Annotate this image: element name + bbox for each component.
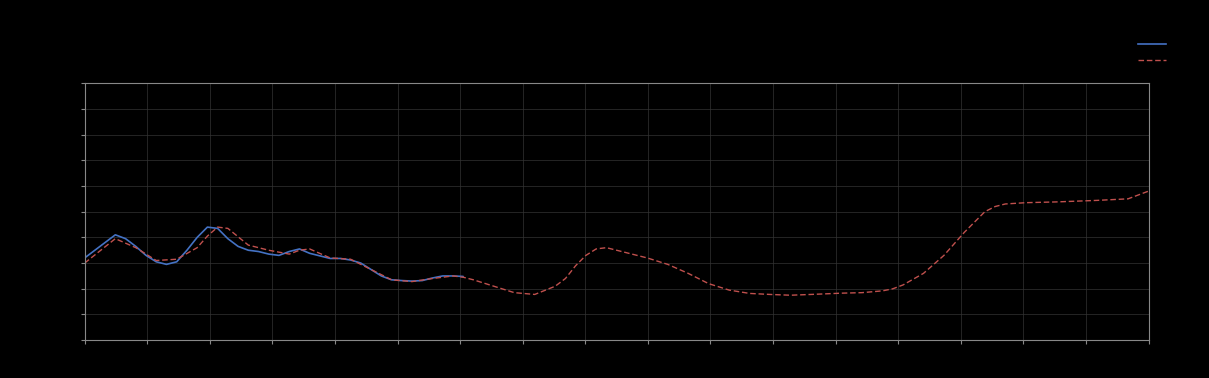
Legend: , : ,: [1134, 36, 1179, 70]
